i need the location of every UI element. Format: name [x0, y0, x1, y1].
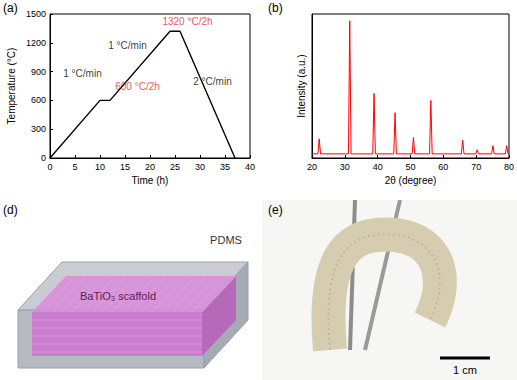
svg-text:2 °C/min: 2 °C/min — [193, 76, 231, 87]
svg-text:70: 70 — [471, 162, 481, 172]
svg-text:30: 30 — [195, 162, 205, 172]
svg-text:30: 30 — [340, 162, 350, 172]
svg-text:BaTiO₃ scaffold: BaTiO₃ scaffold — [80, 290, 156, 302]
svg-text:20: 20 — [145, 162, 155, 172]
svg-text:10: 10 — [95, 162, 105, 172]
svg-text:35: 35 — [220, 162, 230, 172]
svg-text:2θ (degree): 2θ (degree) — [385, 175, 437, 186]
svg-text:1 cm: 1 cm — [453, 364, 477, 376]
svg-text:(e): (e) — [268, 203, 283, 217]
svg-text:5: 5 — [72, 162, 77, 172]
svg-text:0: 0 — [47, 162, 52, 172]
svg-text:50: 50 — [405, 162, 415, 172]
svg-text:PDMS: PDMS — [210, 234, 242, 246]
svg-text:40: 40 — [245, 162, 255, 172]
svg-text:(b): (b) — [268, 1, 283, 15]
svg-text:20: 20 — [307, 162, 317, 172]
svg-text:Temperature (°C): Temperature (°C) — [6, 48, 17, 125]
svg-text:Time (h): Time (h) — [132, 175, 169, 186]
svg-text:1500: 1500 — [26, 9, 46, 19]
svg-text:1320 °C/2h: 1320 °C/2h — [162, 16, 212, 27]
svg-text:600: 600 — [31, 95, 46, 105]
svg-text:0: 0 — [41, 153, 46, 163]
svg-text:40: 40 — [373, 162, 383, 172]
svg-text:(d): (d) — [3, 203, 18, 217]
svg-text:80: 80 — [504, 162, 514, 172]
svg-text:1 °C/min: 1 °C/min — [63, 68, 101, 79]
svg-text:900: 900 — [31, 67, 46, 77]
svg-text:60: 60 — [438, 162, 448, 172]
svg-text:1 °C/min: 1 °C/min — [108, 40, 146, 51]
svg-text:300: 300 — [31, 124, 46, 134]
svg-text:25: 25 — [170, 162, 180, 172]
svg-text:Intensity (a.u.): Intensity (a.u.) — [296, 54, 307, 117]
svg-text:600 °C/2h: 600 °C/2h — [115, 81, 160, 93]
svg-text:(a): (a) — [3, 1, 18, 15]
svg-text:15: 15 — [120, 162, 130, 172]
svg-text:1200: 1200 — [26, 38, 46, 48]
